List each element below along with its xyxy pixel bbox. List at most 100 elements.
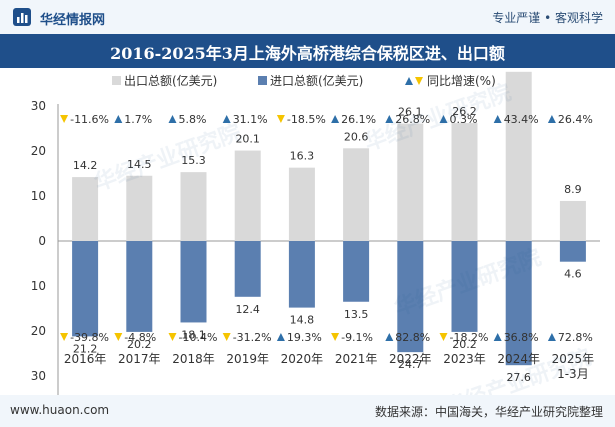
export-value-label: 15.3 [181, 154, 206, 167]
import-bar [234, 241, 261, 297]
legend-growth-label: 同比增速(%) [427, 74, 496, 88]
chart: 605040302010010203040出口总额(亿美元)进口总额(亿美元)同… [31, 71, 600, 395]
import-growth-label: -18.2% [450, 331, 489, 344]
import-value-label: 4.6 [564, 268, 582, 281]
growth-up-triangle-icon [547, 333, 556, 341]
x-tick-label: 2017年 [118, 352, 161, 366]
import-value-label: 20.2 [127, 338, 152, 351]
growth-down-triangle-icon [60, 333, 69, 341]
growth-up-triangle-icon [331, 115, 340, 123]
growth-up-triangle-icon [493, 333, 502, 341]
growth-down-triangle-icon [439, 333, 448, 341]
brand-name: 华经情报网 [40, 13, 106, 28]
import-growth-label: -39.8% [70, 331, 109, 344]
x-tick-label: 2022年 [389, 352, 432, 366]
import-bar [397, 241, 424, 353]
growth-up-triangle-icon [222, 115, 231, 123]
export-value-label: 26.1 [398, 106, 423, 119]
import-bar [288, 241, 315, 308]
import-value-label: 12.4 [235, 303, 260, 316]
export-bar [451, 123, 478, 241]
export-growth-label: -11.6% [70, 113, 109, 126]
growth-down-triangle-icon [276, 115, 285, 123]
legend-export-label: 出口总额(亿美元) [124, 73, 217, 88]
import-value-label: 18.1 [181, 328, 206, 341]
import-growth-label: -9.1% [341, 331, 373, 344]
y-tick-label: 20 [31, 324, 46, 338]
import-growth-label: 36.8% [504, 331, 539, 344]
import-growth-label: 19.3% [287, 331, 322, 344]
import-growth-label: 82.8% [395, 331, 430, 344]
import-bar [72, 241, 99, 337]
export-bar [180, 172, 207, 241]
export-growth-label: 0.3% [450, 113, 478, 126]
export-growth-label: 1.7% [124, 113, 152, 126]
growth-down-triangle-icon [60, 115, 69, 123]
export-value-label: 14.2 [73, 159, 98, 172]
x-tick-label: 1-3月 [557, 367, 589, 381]
growth-down-triangle-icon [222, 333, 231, 341]
export-bar [343, 148, 370, 241]
import-bar [451, 241, 478, 332]
y-tick-label: 0 [38, 234, 46, 248]
growth-up-triangle-icon [114, 115, 123, 123]
import-value-label: 20.2 [452, 338, 477, 351]
x-tick-label: 2020年 [281, 352, 324, 366]
import-growth-label: -10.4% [179, 331, 218, 344]
x-tick-label: 2024年 [497, 352, 540, 366]
x-tick-label: 2016年 [64, 352, 107, 366]
import-bar [126, 241, 153, 332]
website-link[interactable]: www.huaon.com [10, 403, 110, 417]
data-source: 数据来源：中国海关，华经产业研究院整理 [374, 405, 603, 419]
export-value-label: 20.6 [344, 130, 369, 143]
chart-title: 2016-2025年3月上海外高桥港综合保税区进、出口额 [110, 44, 505, 63]
import-bar [505, 241, 532, 366]
export-bar [397, 123, 424, 241]
x-tick-label: 2023年 [443, 352, 486, 366]
x-tick-label: 2019年 [226, 352, 269, 366]
growth-up-triangle-icon [385, 115, 394, 123]
export-growth-label: 43.4% [504, 113, 539, 126]
footer: www.huaon.com 数据来源：中国海关，华经产业研究院整理 [0, 395, 615, 427]
growth-up-triangle-icon [385, 333, 394, 341]
title-bar: 2016-2025年3月上海外高桥港综合保税区进、出口额 [0, 34, 615, 68]
export-growth-label: -18.5% [287, 113, 326, 126]
top-bar: 华经情报网 专业严谨 • 客观科学 [0, 0, 615, 34]
export-bar [559, 200, 586, 241]
legend-import-swatch [258, 76, 267, 85]
import-bar [343, 241, 370, 302]
legend-import-label: 进口总额(亿美元) [270, 73, 363, 88]
x-tick-label: 2025年 [552, 352, 595, 366]
legend-export-swatch [112, 76, 121, 85]
x-tick-label: 2018年 [172, 352, 215, 366]
export-growth-label: 26.8% [395, 113, 430, 126]
import-value-label: 24.7 [398, 358, 423, 371]
export-growth-label: 31.1% [233, 113, 268, 126]
growth-up-triangle-icon [276, 333, 285, 341]
import-growth-label: -4.8% [124, 331, 156, 344]
growth-up-triangle-icon [168, 115, 177, 123]
export-growth-label: 26.1% [341, 113, 376, 126]
y-tick-label: 10 [31, 279, 46, 293]
growth-up-triangle-icon [493, 115, 502, 123]
export-value-label: 20.1 [235, 133, 260, 146]
y-tick-label: 30 [31, 369, 46, 383]
import-value-label: 21.2 [73, 342, 98, 355]
growth-down-triangle-icon [168, 333, 177, 341]
growth-down-triangle-icon [331, 333, 340, 341]
growth-up-triangle-icon [439, 115, 448, 123]
x-tick-label: 2021年 [335, 352, 378, 366]
import-bar [559, 241, 586, 262]
y-tick-label: 30 [31, 99, 46, 113]
growth-up-triangle-icon [547, 115, 556, 123]
import-value-label: 27.6 [506, 371, 531, 384]
growth-down-triangle-icon [114, 333, 123, 341]
brand-logo-icon [13, 8, 31, 26]
export-value-label: 16.3 [290, 150, 315, 163]
export-bar [72, 177, 99, 241]
export-bar [126, 175, 153, 241]
y-tick-label: 20 [31, 144, 46, 158]
slogan: 专业严谨 • 客观科学 [492, 11, 603, 25]
export-growth-label: 26.4% [558, 113, 593, 126]
export-bar [288, 167, 315, 241]
